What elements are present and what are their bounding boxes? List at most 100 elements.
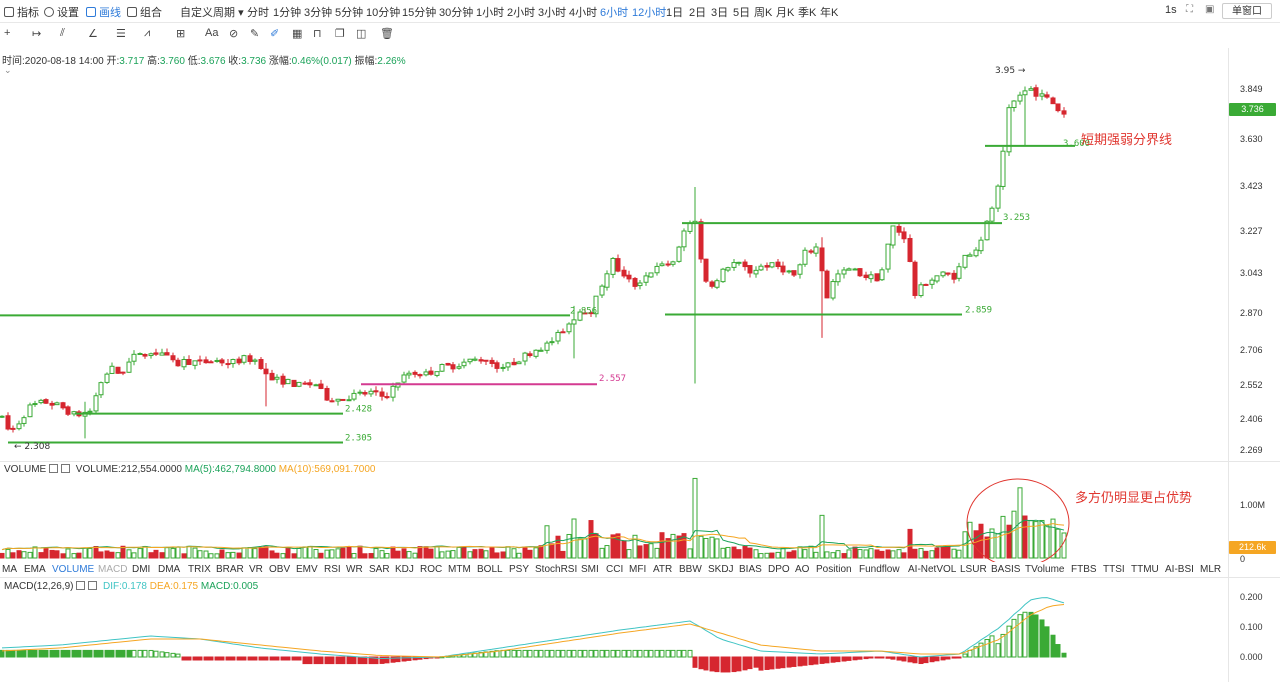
macd-bar (1006, 625, 1012, 658)
period-tab[interactable]: 年K (820, 7, 839, 19)
indicator-tab[interactable]: BRAR (216, 564, 244, 575)
period-tab[interactable]: 15分钟 (402, 7, 437, 19)
macd-settings-icon[interactable] (76, 581, 86, 590)
candlestick-chart[interactable]: 3.600 3.253 2.859 2.856 2.557 2.428 2.305 3.95 … (0, 62, 1228, 462)
period-tab[interactable]: 分时 (247, 7, 269, 19)
period-tab[interactable]: 1日 (666, 7, 684, 19)
indicator-tab[interactable]: DMA (158, 564, 181, 575)
pattern-icon[interactable]: ▦ (292, 28, 303, 40)
wave-icon[interactable]: ⩘ (144, 27, 151, 39)
indicator-tab[interactable]: DMI (132, 564, 151, 575)
measure-icon[interactable]: ⊞ (176, 28, 186, 40)
trash-icon[interactable]: 🗑 (380, 28, 394, 40)
volume-bar (445, 550, 451, 559)
lock-icon[interactable]: ⊓ (313, 28, 322, 40)
period-tab[interactable]: 月K (776, 7, 795, 19)
volume-settings-icon[interactable] (49, 464, 59, 473)
indicator-tab[interactable]: StochRSI (535, 564, 578, 575)
indicator-tab[interactable]: BIAS (739, 564, 762, 575)
indicator-tab[interactable]: DPO (768, 564, 790, 575)
crosshair-icon[interactable]: + (4, 27, 11, 39)
volume-chart[interactable] (0, 476, 1228, 562)
indicator-tab[interactable]: BBW (679, 564, 702, 575)
indicator-tab[interactable]: LSUR (960, 564, 987, 575)
period-tab[interactable]: 30分钟 (439, 7, 474, 19)
indicator-tab[interactable]: VR (249, 564, 263, 575)
period-tab[interactable]: 12小时 (632, 7, 667, 19)
window-mode-select[interactable]: 单窗口 (1222, 3, 1272, 19)
indicator-tab[interactable]: BASIS (991, 564, 1021, 575)
indicator-tab[interactable]: SMI (581, 564, 599, 575)
indicator-tab[interactable]: MFI (629, 564, 647, 575)
text-icon[interactable]: Aa (205, 27, 219, 39)
refresh-rate[interactable]: 1s (1165, 4, 1177, 16)
period-tab[interactable]: 季K (798, 7, 817, 19)
indicator-tab[interactable]: Fundflow (859, 564, 900, 575)
indicator-tab[interactable]: CCI (606, 564, 624, 575)
macd-bar (945, 656, 951, 660)
indicator-tab[interactable]: FTBS (1071, 564, 1097, 575)
angle-icon[interactable]: ∠ (88, 28, 98, 40)
period-tab[interactable]: 周K (754, 7, 773, 19)
macd-close-icon[interactable] (88, 581, 98, 590)
parallel-lines-icon[interactable]: ☰ (116, 28, 126, 40)
indicator-tab[interactable]: TTSI (1103, 564, 1125, 575)
indicator-tab[interactable]: WR (346, 564, 363, 575)
indicator-tab[interactable]: KDJ (395, 564, 414, 575)
period-tab[interactable]: 5分钟 (335, 7, 364, 19)
settings-button[interactable]: 设置 (44, 4, 79, 20)
draw-button[interactable]: 画线 (86, 4, 121, 20)
indicator-tab[interactable]: AI-NetVOL (908, 564, 957, 575)
ruler-icon[interactable]: ✎ (250, 28, 260, 40)
macd-bar (989, 635, 995, 658)
indicator-tab[interactable]: MLR (1200, 564, 1222, 575)
horizontal-ray-icon[interactable]: ↦ (32, 28, 42, 40)
screenshot-icon[interactable]: ▣ (1205, 4, 1215, 15)
macd-bar (406, 656, 412, 661)
indicator-tab[interactable]: BOLL (477, 564, 503, 575)
fullscreen-icon[interactable]: ⛶ (1186, 4, 1193, 15)
indicator-tab[interactable]: RSI (324, 564, 341, 575)
copy-icon[interactable]: ❐ (335, 28, 345, 40)
visibility-icon[interactable]: ◫ (356, 28, 367, 40)
indicator-tab[interactable]: AI-BSI (1165, 564, 1194, 575)
indicator-tab[interactable]: TRIX (188, 564, 211, 575)
period-tab[interactable]: 6小时 (600, 7, 629, 19)
indicator-tab[interactable]: TTMU (1131, 564, 1159, 575)
period-tab[interactable]: 3日 (711, 7, 729, 19)
indicator-tab[interactable]: MTM (448, 564, 471, 575)
trend-line-icon[interactable]: ⫽ (60, 27, 65, 39)
indicator-tab[interactable]: ROC (420, 564, 443, 575)
indicator-tab[interactable]: OBV (269, 564, 291, 575)
indicator-tab[interactable]: MA (2, 564, 17, 575)
pen-icon[interactable]: ✐ (270, 28, 280, 40)
indicator-tab[interactable]: PSY (509, 564, 530, 575)
indicator-tab[interactable]: Position (816, 564, 852, 575)
indicator-tab[interactable]: SKDJ (708, 564, 734, 575)
period-tab[interactable]: 4小时 (569, 7, 598, 19)
period-tab[interactable]: 5日 (733, 7, 751, 19)
period-tab[interactable]: 3小时 (538, 7, 567, 19)
magnet-icon[interactable]: ⊘ (229, 28, 239, 40)
period-tab[interactable]: 1分钟 (273, 7, 302, 19)
macd-chart[interactable] (0, 592, 1228, 680)
period-tab[interactable]: 3分钟 (304, 7, 333, 19)
indicator-tab[interactable]: TVolume (1025, 564, 1065, 575)
indicator-tab[interactable]: EMA (24, 564, 46, 575)
collapse-chevron-icon[interactable]: ⌄ (4, 65, 12, 75)
volume-close-icon[interactable] (61, 464, 71, 473)
period-tab[interactable]: 2日 (689, 7, 707, 19)
indicator-tab[interactable]: ATR (653, 564, 673, 575)
period-tab[interactable]: 1小时 (476, 7, 505, 19)
indicator-tab[interactable]: SAR (369, 564, 390, 575)
custom-period-dropdown[interactable]: 自定义周期 ▾ (180, 4, 244, 20)
period-tab[interactable]: 2小时 (507, 7, 536, 19)
volume-bar (698, 535, 704, 559)
indicators-button[interactable]: 指标 (4, 4, 39, 20)
period-tab[interactable]: 10分钟 (366, 7, 401, 19)
indicator-tab[interactable]: MACD (98, 564, 128, 575)
combo-button[interactable]: 组合 (127, 4, 162, 20)
indicator-tab[interactable]: AO (795, 564, 810, 575)
indicator-tab[interactable]: EMV (296, 564, 318, 575)
indicator-tab[interactable]: VOLUME (52, 564, 95, 575)
